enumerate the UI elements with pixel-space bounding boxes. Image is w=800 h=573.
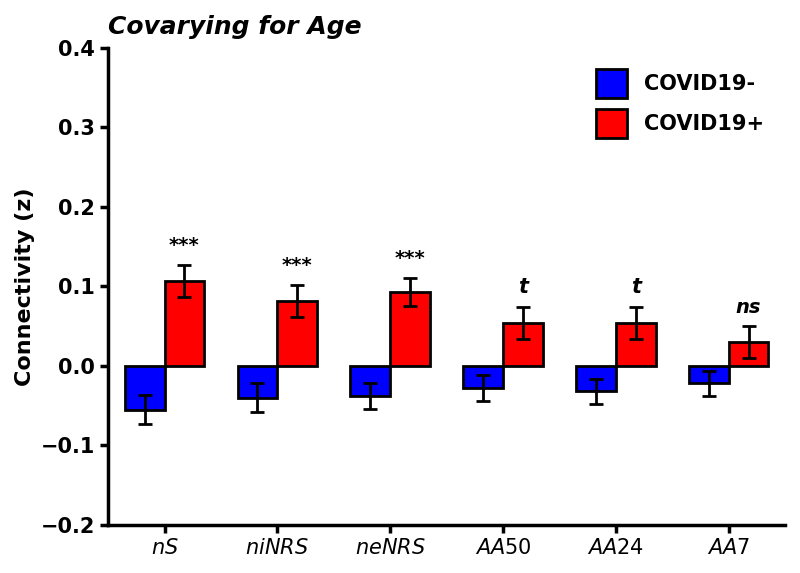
- Bar: [390, 292, 430, 366]
- Text: ***: ***: [282, 256, 313, 275]
- Text: ***: ***: [169, 236, 200, 256]
- Bar: [278, 301, 317, 366]
- Bar: [165, 281, 204, 366]
- Bar: [503, 323, 542, 366]
- Text: t: t: [518, 277, 528, 297]
- Bar: [238, 366, 278, 398]
- Bar: [125, 366, 165, 410]
- Bar: [689, 366, 729, 383]
- Legend: COVID19-, COVID19+: COVID19-, COVID19+: [586, 58, 774, 148]
- Bar: [616, 323, 655, 366]
- Text: t: t: [630, 277, 641, 297]
- Bar: [463, 366, 503, 388]
- Text: Covarying for Age: Covarying for Age: [108, 15, 362, 39]
- Y-axis label: Connectivity (z): Connectivity (z): [15, 187, 35, 386]
- Bar: [729, 342, 769, 366]
- Text: ***: ***: [394, 249, 426, 268]
- Bar: [350, 366, 390, 396]
- Bar: [576, 366, 616, 391]
- Text: ns: ns: [736, 297, 762, 316]
